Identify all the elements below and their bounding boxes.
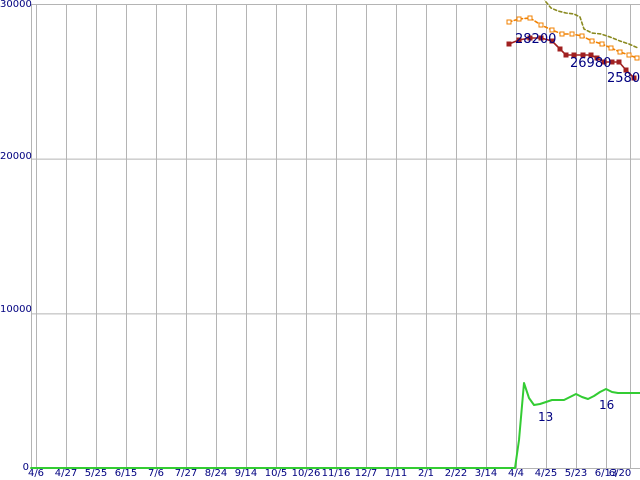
series-dark-red-series (506, 35, 637, 81)
ytick-label-30000: 30000 (0, 0, 32, 10)
ytick-label-20000: 20000 (0, 151, 32, 162)
value-label-green-low: 13 (538, 410, 554, 424)
data-point-marker (538, 22, 544, 28)
series-line-olive-series (544, 0, 639, 49)
value-label-red-mid: 26980 (570, 56, 612, 71)
xtick-label-6: 8/24 (204, 468, 228, 479)
xtick-label-1: 4/27 (54, 468, 78, 479)
xtick-label-20: 6/20 (608, 468, 632, 479)
value-label-red-low: 25800 (607, 71, 640, 86)
xtick-label-8: 10/5 (264, 468, 288, 479)
xtick-label-19: 6/13 (594, 468, 618, 479)
series-line-green-series (30, 382, 640, 469)
data-point-marker (557, 46, 563, 52)
value-label-red-high: 28200 (515, 32, 557, 47)
xtick-label-5: 7/27 (174, 468, 198, 479)
gridlines (31, 4, 640, 469)
data-point-marker (516, 37, 522, 43)
data-point-marker (527, 15, 533, 21)
data-point-marker (506, 41, 512, 47)
xtick-label-14: 2/22 (444, 468, 468, 479)
ytick-label-0: 0 (22, 462, 29, 473)
value-label-green-high: 16 (599, 398, 615, 412)
data-point-marker (626, 52, 632, 58)
xtick-label-15: 3/14 (474, 468, 498, 479)
series-olive-series (544, 0, 639, 49)
xtick-label-4: 7/6 (147, 468, 165, 479)
xtick-label-18: 5/23 (564, 468, 588, 479)
data-point-marker (559, 31, 565, 37)
data-point-marker (634, 55, 640, 61)
xtick-label-2: 5/25 (84, 468, 108, 479)
xtick-label-3: 6/15 (114, 468, 138, 479)
data-point-marker (588, 52, 594, 58)
data-point-marker (549, 27, 555, 33)
data-point-marker (623, 67, 629, 73)
data-point-marker (608, 45, 614, 51)
data-point-marker (631, 75, 637, 81)
data-point-marker (601, 59, 607, 65)
data-point-marker (616, 59, 622, 65)
series-line-dark-red-series (508, 37, 635, 79)
xtick-label-9: 10/26 (291, 468, 321, 479)
data-point-marker (506, 19, 512, 25)
data-series-layer (30, 0, 640, 469)
data-point-marker (571, 52, 577, 58)
data-point-marker (569, 31, 575, 37)
data-point-marker (589, 38, 595, 44)
data-point-marker (549, 38, 555, 44)
series-green-series (30, 382, 640, 469)
data-point-marker (527, 35, 533, 41)
xtick-label-13: 2/1 (417, 468, 435, 479)
xtick-label-17: 4/25 (534, 468, 558, 479)
data-point-marker (538, 35, 544, 41)
data-point-marker (599, 41, 605, 47)
xtick-label-11: 12/7 (354, 468, 378, 479)
xtick-label-12: 1/11 (384, 468, 408, 479)
data-point-marker (580, 52, 586, 58)
data-point-marker (609, 59, 615, 65)
data-point-marker (516, 16, 522, 22)
ytick-label-10000: 10000 (0, 304, 32, 315)
xtick-label-10: 11/16 (321, 468, 351, 479)
data-point-marker (617, 49, 623, 55)
series-orange-series (506, 15, 640, 61)
data-point-marker (579, 33, 585, 39)
xtick-label-7: 9/14 (234, 468, 258, 479)
xtick-label-0: 4/6 (27, 468, 45, 479)
data-point-marker (594, 55, 600, 61)
data-point-marker (563, 52, 569, 58)
xtick-label-16: 4/4 (507, 468, 525, 479)
